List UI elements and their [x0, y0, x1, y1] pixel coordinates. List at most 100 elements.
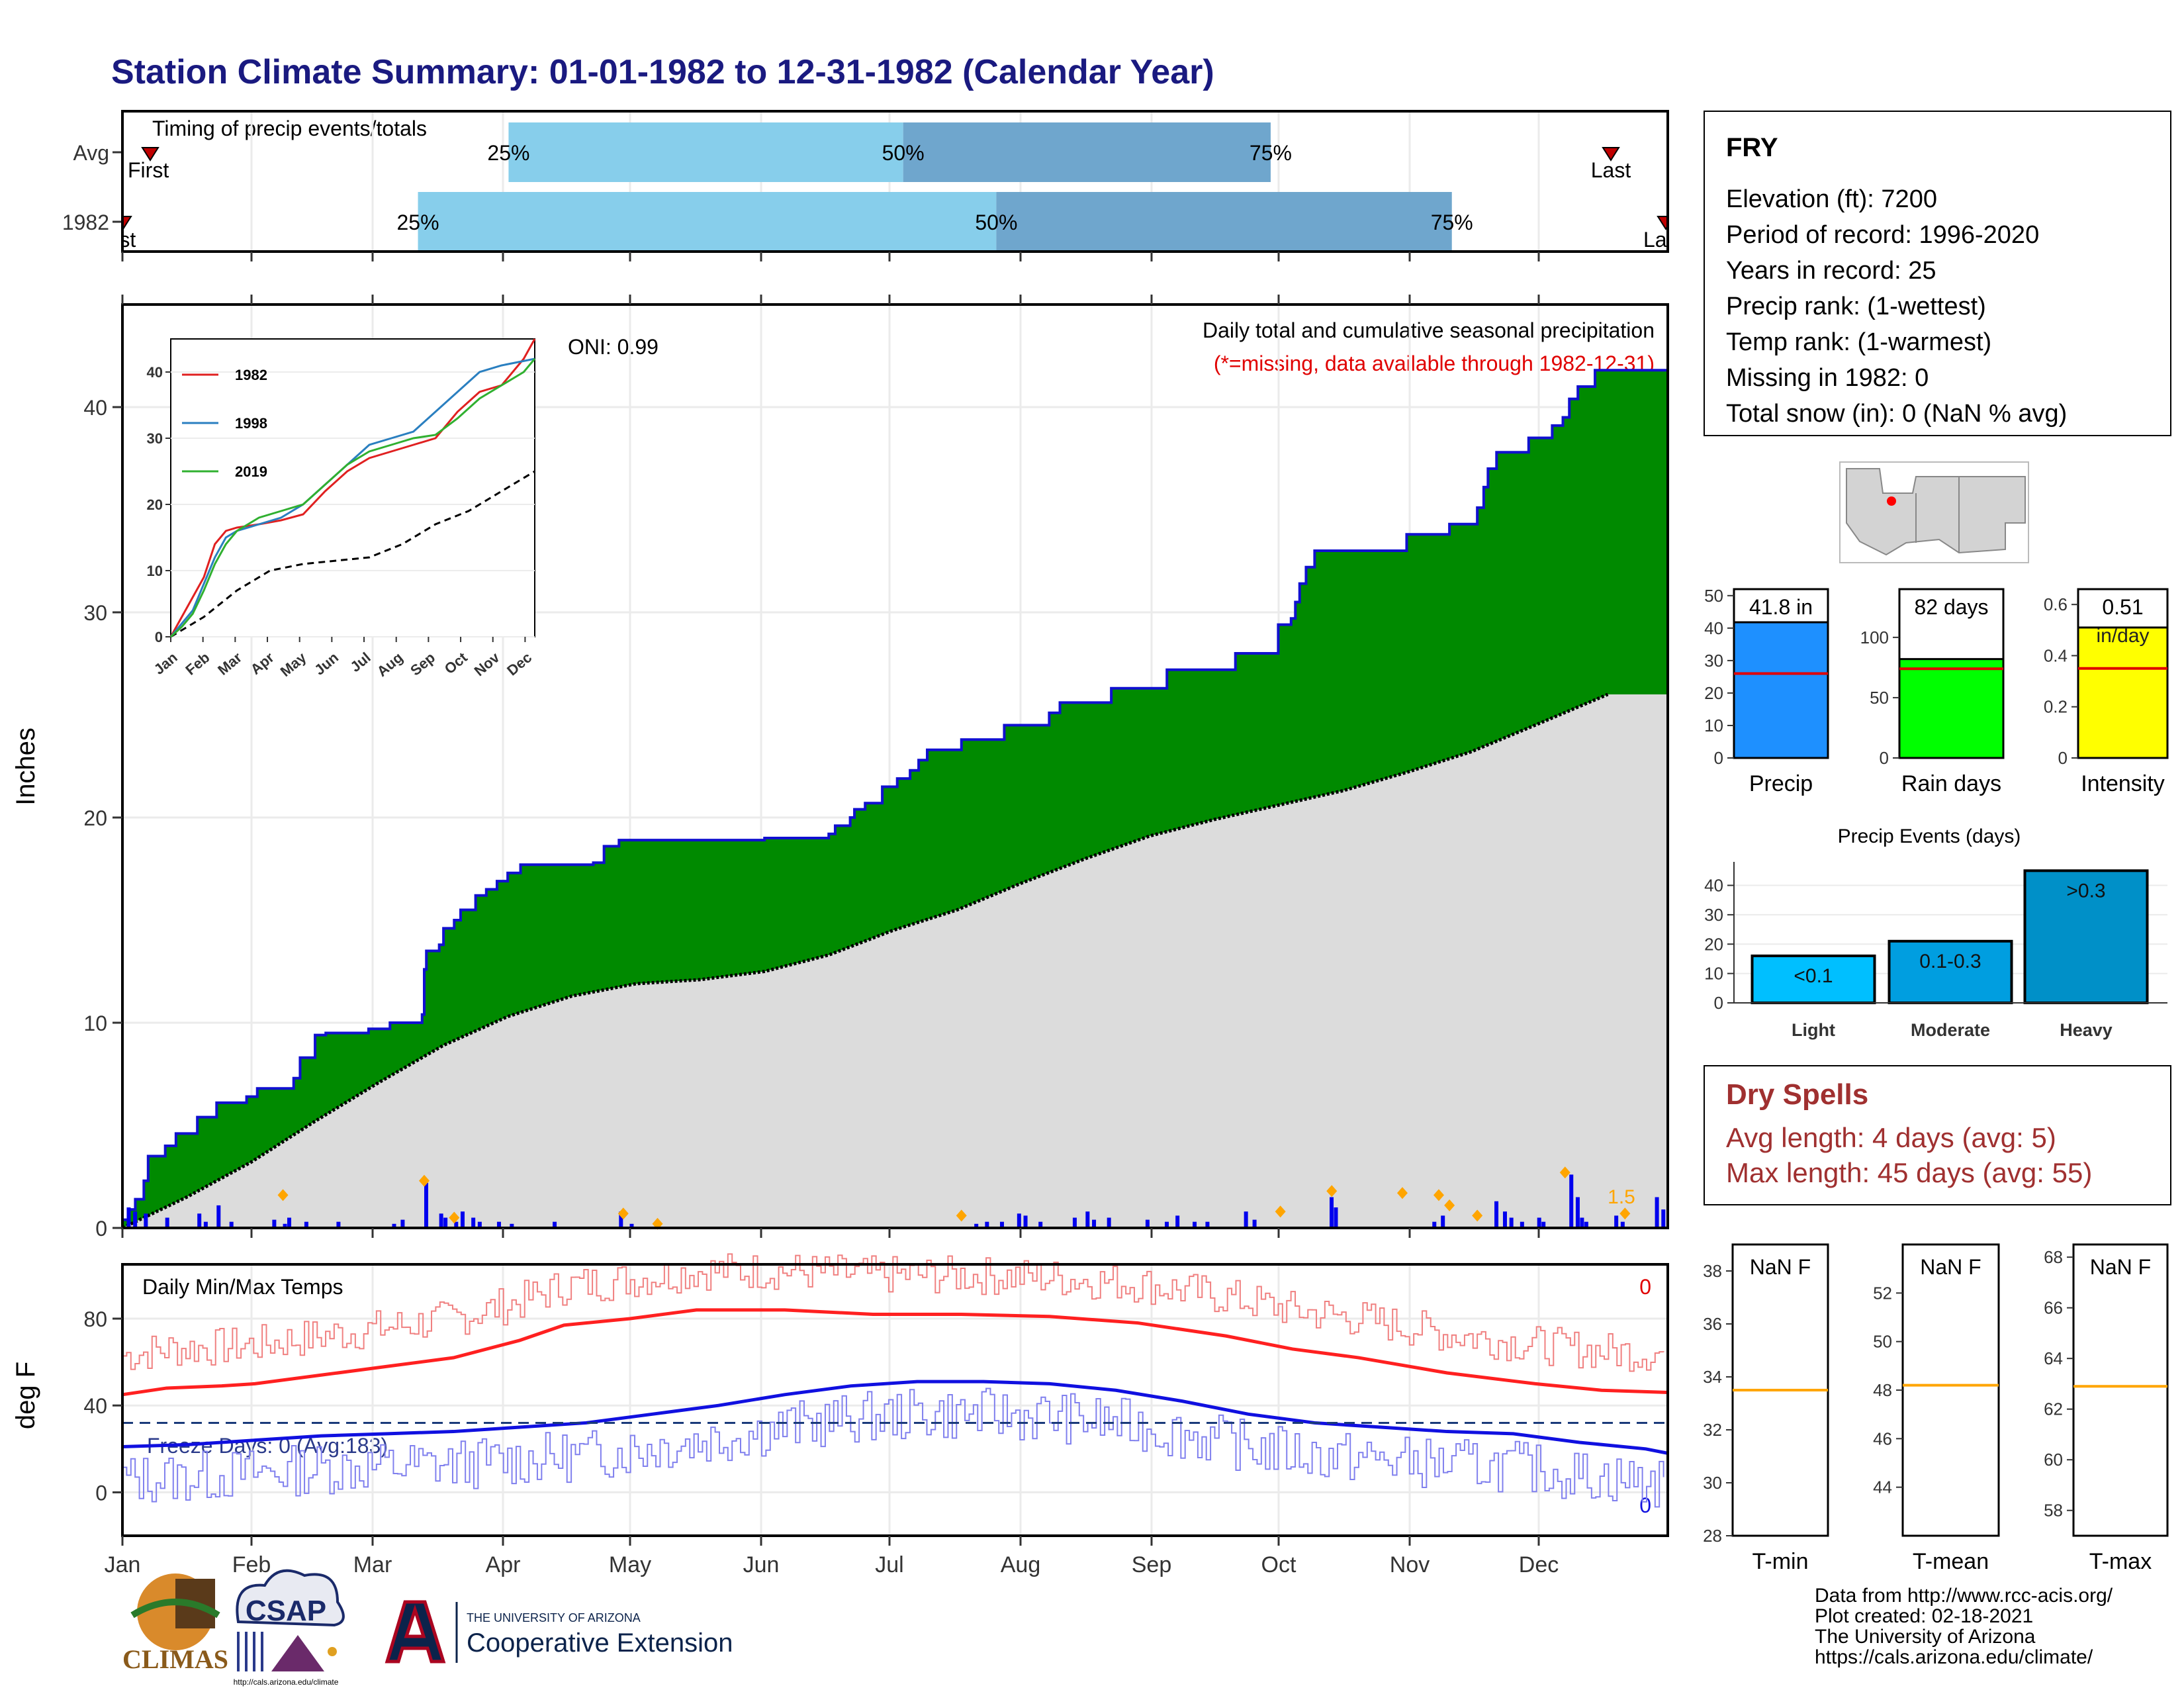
csap-cloud-icon — [236, 1569, 345, 1627]
events-bar-label: <0.1 — [1794, 965, 1833, 987]
inset-avg-line — [170, 470, 535, 638]
inset-legend-label-1982: 1982 — [235, 367, 267, 383]
heavy-event-marker — [1619, 1207, 1631, 1220]
dry-spells-avg: Avg length: 4 days (avg: 5) — [1726, 1122, 2056, 1153]
daily-precip-bar — [1017, 1213, 1021, 1228]
first-label: First — [128, 158, 169, 182]
footer-url: https://cals.arizona.edu/climate/ — [1815, 1646, 2093, 1668]
daily-precip-bar — [510, 1223, 514, 1228]
state-borders — [1915, 477, 1960, 553]
dry-spells-frame — [1704, 1065, 2171, 1205]
total-y-tick-label: 0 — [2058, 748, 2068, 768]
daily-precip-bar — [1441, 1215, 1445, 1228]
avg-cumulative-line — [121, 692, 1609, 1230]
total-value-label: 0.51 — [2102, 595, 2143, 619]
last-label: Last — [1591, 158, 1631, 182]
timing-q50-label: 50% — [975, 211, 1017, 234]
daily-precip-bar — [197, 1213, 202, 1228]
cum-y-tick-label: 20 — [83, 806, 107, 830]
daily-precip-bar — [1661, 1209, 1666, 1228]
daily-precip-bar — [1085, 1211, 1090, 1228]
daily-precip-bar — [165, 1217, 169, 1228]
daily-precip-bar — [629, 1223, 634, 1228]
daily-precip-bar — [304, 1221, 308, 1228]
timing-q75-label: 75% — [1250, 141, 1292, 165]
total-unit-label: in/day — [2096, 625, 2149, 647]
daily-precip-bar — [216, 1205, 221, 1228]
temp-box-y-tick-label: 44 — [1873, 1477, 1892, 1497]
temp-box-y-tick-label: 64 — [2044, 1348, 2063, 1368]
cum-y-tick-label: 0 — [95, 1217, 107, 1241]
temp-box-y-tick-label: 28 — [1703, 1526, 1722, 1546]
station-location-marker — [1887, 496, 1896, 506]
temp-box-y-tick-label: 50 — [1873, 1332, 1892, 1352]
first-1982-marker-icon — [124, 216, 132, 230]
total-y-tick-label: 40 — [1704, 618, 1723, 638]
precip-events-panel: Precip Events (days) 0 10 20 30 40 <0.1 Light 0… — [1704, 825, 2167, 1040]
daily-precip-bar — [985, 1221, 989, 1228]
daily-precip-bar — [1584, 1221, 1588, 1228]
daily-precip-bar — [1038, 1221, 1043, 1228]
events-y-tick-label: 40 — [1704, 876, 1723, 896]
daily-precip-bar — [1145, 1219, 1150, 1228]
month-label-nov: Nov — [1390, 1552, 1430, 1577]
heavy-event-marker — [956, 1209, 967, 1222]
month-label-oct: Oct — [1261, 1552, 1297, 1577]
locator-map — [1839, 461, 2029, 563]
month-label-feb: Feb — [232, 1552, 271, 1577]
events-category-label: Heavy — [2060, 1020, 2113, 1040]
temp-box-y-tick-label: 46 — [1873, 1429, 1892, 1448]
timing-q25-label: 25% — [487, 141, 529, 165]
daily-precip-bar — [1509, 1217, 1514, 1228]
daily-precip-bar — [496, 1221, 501, 1228]
heavy-event-marker — [1396, 1187, 1408, 1199]
total-bar-rain-days — [1898, 658, 2005, 759]
timing-panel: Timing of precip events/totals 25% 50% 75%… — [62, 110, 1669, 261]
daily-precip-bar — [424, 1182, 429, 1228]
temp-box-y-tick-label: 36 — [1703, 1314, 1722, 1334]
events-y-tick-label: 20 — [1704, 934, 1723, 954]
temp-box-y-tick-label: 30 — [1703, 1473, 1722, 1493]
daily-min-temp-line — [122, 1387, 1664, 1508]
last-marker-icon — [1602, 147, 1620, 162]
timing-q50-label: 50% — [882, 141, 925, 165]
station-years: Years in record: 25 — [1726, 257, 1936, 285]
temp-box-y-tick-label: 60 — [2044, 1450, 2063, 1470]
inset-y-tick-label: 20 — [147, 496, 163, 513]
temp-box-value-label: NaN F — [2090, 1255, 2151, 1279]
daily-precip-bar — [443, 1217, 448, 1228]
temp-box-t-mean — [1901, 1243, 2000, 1537]
csap-logo: CSAP http://cals.arizona.edu/climate — [234, 1569, 345, 1687]
inset-y-tick-label: 30 — [147, 430, 163, 447]
daily-precip-bar — [439, 1213, 443, 1228]
station-elevation: Elevation (ft): 7200 — [1726, 185, 1937, 213]
total-y-tick-label: 10 — [1704, 716, 1723, 735]
daily-precip-bar — [144, 1213, 148, 1228]
daily-precip-bar — [1502, 1211, 1507, 1228]
temp-y-tick-label: 0 — [95, 1481, 107, 1505]
footer-plot-created: Plot created: 02-18-2021 — [1815, 1605, 2033, 1627]
daily-max-temp-line — [122, 1253, 1664, 1372]
station-frame — [1704, 111, 2171, 436]
daily-precip-bar — [999, 1221, 1004, 1228]
temp-box-y-tick-label: 38 — [1703, 1261, 1722, 1281]
daily-precip-bar — [1655, 1197, 1659, 1228]
heavy-event-marker — [449, 1211, 460, 1224]
daily-precip-bar — [336, 1221, 341, 1228]
temp-box-y-tick-label: 62 — [2044, 1399, 2063, 1419]
ua-block-a-icon — [385, 1600, 446, 1664]
daily-precip-bar — [1330, 1197, 1334, 1228]
total-y-tick-label: 30 — [1704, 651, 1723, 671]
events-y-tick-label: 0 — [1714, 993, 1723, 1013]
inset-series-line-2019 — [169, 358, 536, 638]
daily-precip-bar — [619, 1211, 623, 1228]
daily-precip-bar — [1537, 1217, 1541, 1228]
temp-y-tick-label: 40 — [83, 1394, 107, 1418]
daily-precip-bar — [1541, 1221, 1546, 1228]
daily-precip-bar — [1614, 1215, 1619, 1228]
temp-box-category-label: T-max — [2089, 1549, 2152, 1574]
avg-cumulative-area — [122, 694, 1668, 1228]
inset-y-tick-label: 10 — [147, 563, 163, 579]
total-value-label: 41.8 in — [1749, 595, 1813, 619]
timing-q75-label: 75% — [1431, 211, 1473, 234]
